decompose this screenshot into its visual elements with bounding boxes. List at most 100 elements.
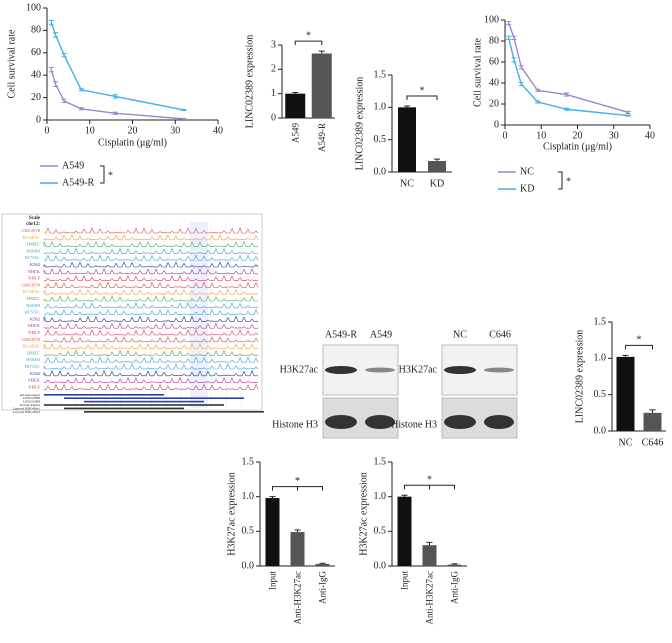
- series-line: [507, 37, 629, 117]
- error-bar: [53, 81, 59, 87]
- track-signal: [43, 349, 259, 356]
- y-axis-title: LINC02389 expression: [354, 77, 365, 171]
- bar: [285, 93, 306, 118]
- y-tick-label: 0.0: [242, 560, 255, 571]
- x-tick-label: Input: [400, 571, 410, 590]
- error-bar: [511, 57, 517, 63]
- y-tick-label: 0.0: [374, 560, 387, 571]
- y-tick-label: 20: [31, 92, 41, 103]
- legend-label: NC: [520, 166, 534, 177]
- track-label: GM12878: [21, 228, 40, 233]
- y-tick-label: 1.5: [374, 69, 387, 80]
- genome-browser: Scalechr12:GM12878H1-hESCHMECHSMMHUVECK5…: [1, 213, 264, 414]
- error-bar: [518, 81, 524, 87]
- lane-label: C646: [489, 329, 511, 340]
- y-tick-label: 100: [26, 2, 41, 13]
- legend-bracket: [100, 165, 105, 184]
- track-signal: [43, 363, 259, 370]
- x-tick-label: Anti-IgG: [450, 571, 460, 604]
- y-axis-title: H3K27ac expression: [226, 472, 237, 556]
- x-tick-label: 0: [45, 125, 50, 136]
- x-tick-label: 30: [170, 125, 180, 136]
- row-label: Histone H3: [391, 419, 437, 430]
- y-tick-label: 0: [271, 112, 276, 123]
- annotation-label: All haplotypes: [19, 393, 40, 397]
- y-tick-label: 1.5: [594, 316, 607, 327]
- track-label: NHEK: [28, 323, 41, 328]
- error-bar: [535, 100, 541, 104]
- x-tick-label: 30: [609, 130, 619, 141]
- error-bar: [625, 110, 631, 114]
- bar: [290, 532, 305, 566]
- x-tick-label: Anti-IgG: [318, 571, 328, 604]
- track-signal: [43, 240, 259, 247]
- error-bar: [518, 65, 524, 70]
- track-label: GM12878: [21, 282, 40, 287]
- error-bar: [318, 50, 325, 54]
- western-blot: A549-R A549 H3K27ac Histone H3: [272, 329, 399, 439]
- error-bar: [112, 111, 118, 115]
- x-tick-label: A549: [290, 123, 300, 143]
- line-chart: 0 20 40 60 80 100 Cell survival rate 0 10 20 30 40 C…: [6, 2, 223, 188]
- error-bar: [426, 541, 433, 546]
- y-tick-label: 60: [31, 47, 41, 58]
- x-tick-label: 40: [213, 125, 223, 136]
- track-signal: [43, 308, 259, 315]
- bar: [422, 545, 437, 566]
- western-blot: NC C646 H3K27ac Histone H3: [391, 329, 518, 439]
- x-tick-label: KD: [430, 178, 444, 189]
- y-tick-label: 0.0: [374, 166, 387, 177]
- track-label: HSMM: [26, 357, 40, 362]
- line-chart: 0 20 40 60 80 100 Cell survival rate 0 10 20 30 40 C…: [472, 14, 655, 194]
- track-signal: [43, 247, 259, 254]
- significance-bracket: [625, 344, 653, 350]
- significance: *: [566, 176, 571, 187]
- significance-bracket: [272, 486, 323, 491]
- lane-label: A549: [370, 329, 392, 340]
- bar-chart: 0 1 2 3 LINC02389 expression A549 A549-R *: [244, 30, 335, 152]
- y-tick-label: 0.5: [594, 389, 607, 400]
- track-label: K562: [30, 316, 40, 321]
- y-axis-title: Cell survival rate: [6, 29, 17, 98]
- x-tick-label: NC: [400, 178, 414, 189]
- lane-label: NC: [453, 329, 467, 340]
- y-axis-title: LINC02389 expression: [244, 35, 255, 129]
- annotation-bar: [64, 407, 184, 410]
- track-signal: [44, 301, 259, 309]
- error-bar: [404, 105, 410, 108]
- browser-header: Scale: [29, 216, 41, 221]
- y-axis-title: Cell survival rate: [472, 38, 483, 107]
- y-tick-label: 1.0: [594, 353, 607, 364]
- blot-band: [444, 366, 476, 374]
- track-label: HMEC: [27, 296, 40, 301]
- blot-band: [365, 367, 395, 373]
- significance: *: [427, 475, 432, 486]
- row-label: Histone H3: [272, 419, 318, 430]
- y-tick-label: 100: [484, 14, 499, 25]
- track-signal: [43, 281, 259, 288]
- track-signal: [43, 356, 259, 363]
- bar: [398, 107, 416, 172]
- blot-band: [484, 415, 514, 429]
- error-bar: [78, 107, 84, 111]
- x-tick-label: C646: [642, 437, 664, 448]
- series-line: [50, 22, 184, 111]
- error-bar: [649, 409, 656, 413]
- error-bar: [78, 88, 84, 92]
- row-label: H3K27ac: [280, 364, 319, 375]
- y-tick-label: 0.5: [374, 134, 387, 145]
- significance-bracket: [294, 40, 323, 46]
- error-bar: [451, 563, 458, 565]
- annotation-bar: [84, 411, 264, 413]
- track-signal: [43, 383, 259, 390]
- y-tick-label: 80: [31, 25, 41, 36]
- y-tick-label: 1.0: [242, 491, 255, 502]
- browser-header: chr12:: [26, 222, 40, 227]
- bar-chart: 0.0 0.5 1.0 1.5 H3K27ac expression Input Anti-…: [226, 456, 335, 625]
- error-bar: [292, 91, 299, 94]
- error-bar: [48, 66, 54, 73]
- y-tick-label: 0.0: [594, 425, 607, 436]
- x-tick-label: 40: [645, 130, 655, 141]
- x-tick-label: Anti-H3K27ac: [425, 571, 435, 625]
- annotation-label: Layered H3K4Me1: [13, 406, 41, 410]
